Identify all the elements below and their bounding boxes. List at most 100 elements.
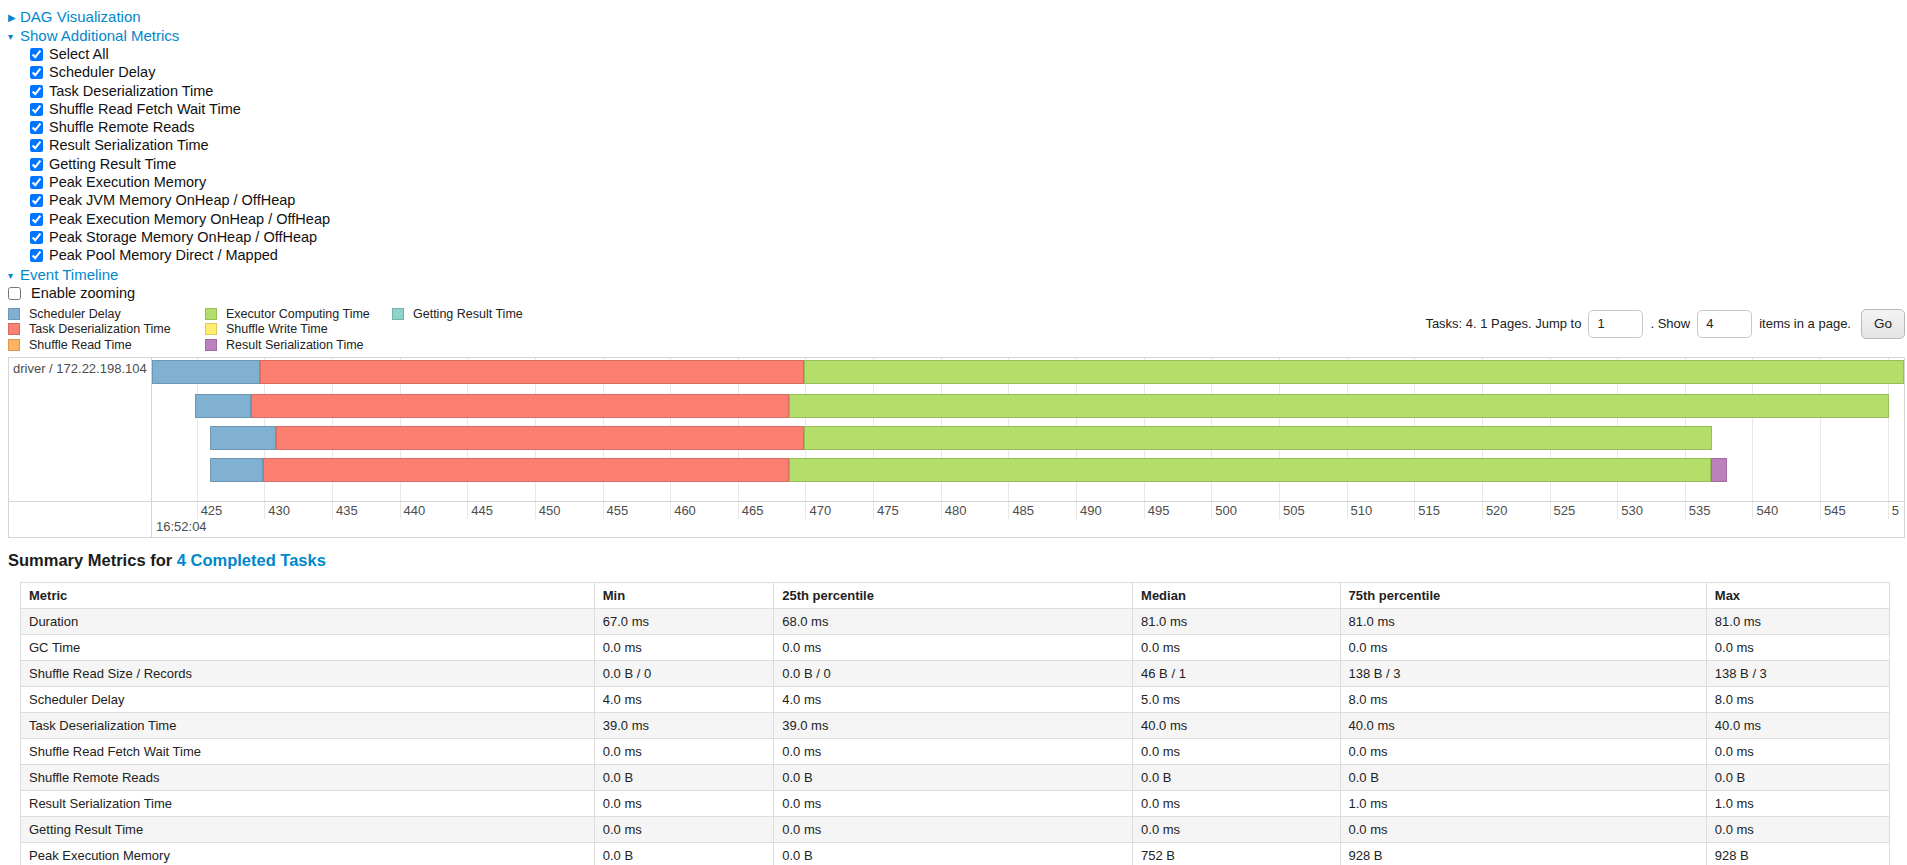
legend-pagination-band: Scheduler DelayTask Deserialization Time… bbox=[0, 307, 1907, 357]
metric-value-cell: 138 B / 3 bbox=[1706, 660, 1889, 686]
metric-value-cell: 0.0 ms bbox=[1133, 790, 1340, 816]
metric-value-cell: 1.0 ms bbox=[1340, 790, 1706, 816]
metric-checkbox-label: Peak Execution Memory bbox=[49, 174, 206, 190]
axis-tick-mark bbox=[1752, 502, 1753, 519]
metric-checkbox-label: Shuffle Remote Reads bbox=[49, 119, 195, 135]
legend-label: Executor Computing Time bbox=[226, 307, 370, 321]
metric-value-cell: 0.0 ms bbox=[1340, 634, 1706, 660]
completed-tasks-link[interactable]: 4 Completed Tasks bbox=[177, 551, 326, 569]
metric-checkbox[interactable] bbox=[30, 158, 43, 171]
metric-value-cell: 5.0 ms bbox=[1133, 686, 1340, 712]
metric-name-cell: Duration bbox=[21, 608, 595, 634]
legend-swatch-scheduler-delay-icon bbox=[8, 308, 20, 320]
metric-name-cell: Getting Result Time bbox=[21, 816, 595, 842]
axis-tick-label: 440 bbox=[404, 503, 426, 518]
metric-checkbox[interactable] bbox=[30, 121, 43, 134]
metric-checkbox[interactable] bbox=[30, 66, 43, 79]
axis-tick-label: 490 bbox=[1080, 503, 1102, 518]
axis-tick-mark bbox=[467, 502, 468, 519]
timeline-content-row: driver / 172.22.198.104 bbox=[9, 358, 1904, 501]
axis-tick-mark bbox=[1279, 502, 1280, 519]
metric-checkbox[interactable] bbox=[30, 85, 43, 98]
metric-value-cell: 928 B bbox=[1706, 842, 1889, 865]
task-segment-task-deserialization[interactable] bbox=[251, 394, 789, 418]
task-segment-scheduler-delay[interactable] bbox=[210, 458, 263, 482]
metric-checkbox[interactable] bbox=[30, 231, 43, 244]
task-segment-task-deserialization[interactable] bbox=[260, 360, 804, 384]
legend-label: Getting Result Time bbox=[413, 307, 523, 321]
legend-label: Scheduler Delay bbox=[29, 307, 121, 321]
expanded-arrow-icon: ▾ bbox=[8, 27, 20, 46]
task-segment-scheduler-delay[interactable] bbox=[152, 360, 260, 384]
axis-tick-label: 450 bbox=[539, 503, 561, 518]
enable-zooming-checkbox[interactable] bbox=[8, 287, 21, 300]
axis-tick-label: 460 bbox=[674, 503, 696, 518]
metric-value-cell: 0.0 ms bbox=[774, 816, 1133, 842]
show-additional-metrics-toggle[interactable]: ▾Show Additional Metrics bbox=[8, 26, 1907, 45]
task-segment-executor-computing[interactable] bbox=[789, 394, 1889, 418]
task-segment-scheduler-delay[interactable] bbox=[210, 426, 276, 450]
show-additional-metrics-link[interactable]: Show Additional Metrics bbox=[20, 27, 179, 44]
metric-checkbox[interactable] bbox=[30, 176, 43, 189]
metric-checkbox-label: Select All bbox=[49, 46, 109, 62]
metric-value-cell: 8.0 ms bbox=[1706, 686, 1889, 712]
dag-visualization-link[interactable]: DAG Visualization bbox=[20, 8, 141, 25]
axis-tick-label: 470 bbox=[809, 503, 831, 518]
metric-checkbox-row: Peak Execution Memory OnHeap / OffHeap bbox=[30, 210, 1907, 228]
axis-tick-label: 535 bbox=[1689, 503, 1711, 518]
metric-checkbox[interactable] bbox=[30, 48, 43, 61]
metric-name-cell: Shuffle Read Size / Records bbox=[21, 660, 595, 686]
event-timeline-toggle[interactable]: ▾Event Timeline bbox=[8, 265, 1907, 284]
metric-name-cell: Shuffle Remote Reads bbox=[21, 764, 595, 790]
metric-checkbox-label: Getting Result Time bbox=[49, 156, 176, 172]
legend-swatch-executor-computing-icon bbox=[205, 308, 217, 320]
metric-value-cell: 8.0 ms bbox=[1340, 686, 1706, 712]
axis-tick-mark bbox=[1211, 502, 1212, 519]
legend-swatch-shuffle-read-icon bbox=[8, 339, 20, 351]
table-header-cell: Metric bbox=[21, 582, 595, 608]
axis-tick-mark bbox=[1144, 502, 1145, 519]
metric-value-cell: 0.0 ms bbox=[774, 634, 1133, 660]
metric-value-cell: 0.0 ms bbox=[774, 738, 1133, 764]
legend-swatch-result-serialization-icon bbox=[205, 339, 217, 351]
items-per-page-input[interactable] bbox=[1697, 310, 1752, 338]
go-button[interactable]: Go bbox=[1861, 309, 1905, 339]
task-segment-task-deserialization[interactable] bbox=[276, 426, 804, 450]
legend-swatch-getting-result-icon bbox=[392, 308, 404, 320]
jump-to-page-input[interactable] bbox=[1588, 310, 1643, 338]
metric-checkbox[interactable] bbox=[30, 213, 43, 226]
metric-checkbox[interactable] bbox=[30, 139, 43, 152]
metric-value-cell: 0.0 ms bbox=[594, 738, 773, 764]
axis-tick-label: 5 bbox=[1892, 503, 1899, 518]
legend-item: Shuffle Write Time bbox=[205, 322, 392, 338]
metric-value-cell: 0.0 ms bbox=[1706, 816, 1889, 842]
metric-checkbox[interactable] bbox=[30, 103, 43, 116]
axis-tick-mark bbox=[1617, 502, 1618, 519]
metric-value-cell: 0.0 B bbox=[1133, 764, 1340, 790]
task-segment-task-deserialization[interactable] bbox=[263, 458, 789, 482]
metric-value-cell: 0.0 ms bbox=[1133, 738, 1340, 764]
metric-value-cell: 0.0 ms bbox=[1340, 816, 1706, 842]
task-segment-executor-computing[interactable] bbox=[804, 360, 1904, 384]
axis-tick-label: 525 bbox=[1554, 503, 1576, 518]
metric-value-cell: 40.0 ms bbox=[1133, 712, 1340, 738]
table-row: Shuffle Remote Reads0.0 B0.0 B0.0 B0.0 B… bbox=[21, 764, 1890, 790]
metric-checkbox[interactable] bbox=[30, 249, 43, 262]
metric-checkbox-label: Peak Pool Memory Direct / Mapped bbox=[49, 247, 278, 263]
event-timeline-link[interactable]: Event Timeline bbox=[20, 266, 118, 283]
axis-tick-label: 485 bbox=[1012, 503, 1034, 518]
metric-checkbox-row: Getting Result Time bbox=[30, 155, 1907, 173]
axis-tick-label: 510 bbox=[1351, 503, 1373, 518]
axis-tick-label: 465 bbox=[742, 503, 764, 518]
task-segment-executor-computing[interactable] bbox=[789, 458, 1710, 482]
legend-column: Scheduler DelayTask Deserialization Time… bbox=[8, 307, 205, 354]
task-segment-scheduler-delay[interactable] bbox=[195, 394, 250, 418]
task-segment-result-serialization[interactable] bbox=[1711, 458, 1727, 482]
metric-value-cell: 40.0 ms bbox=[1340, 712, 1706, 738]
task-segment-executor-computing[interactable] bbox=[804, 426, 1712, 450]
table-row: Peak Execution Memory0.0 B0.0 B752 B928 … bbox=[21, 842, 1890, 865]
metric-checkbox[interactable] bbox=[30, 194, 43, 207]
dag-visualization-toggle[interactable]: ▶DAG Visualization bbox=[8, 7, 1907, 26]
legend-item: Getting Result Time bbox=[392, 307, 523, 323]
metric-value-cell: 0.0 ms bbox=[1706, 738, 1889, 764]
